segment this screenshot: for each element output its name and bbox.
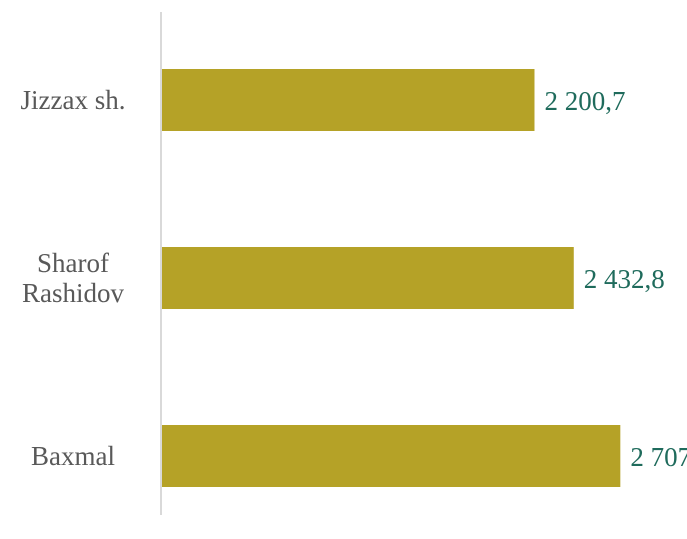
category-label-line: Rashidov: [22, 278, 125, 308]
category-label-2: Baxmal: [31, 441, 115, 471]
category-label-0: Jizzax sh.: [21, 85, 126, 115]
value-label-2: 2 707,8: [630, 442, 687, 472]
category-label-line: Baxmal: [31, 441, 115, 471]
value-label-1: 2 432,8: [584, 264, 665, 294]
bar-1: [162, 247, 574, 309]
bar-0: [162, 69, 535, 131]
value-labels-group: 2 200,7 2 432,8 2 707,8: [544, 86, 687, 472]
category-labels-group: Jizzax sh. Sharof Rashidov Baxmal: [21, 85, 126, 471]
bar-2: [162, 425, 621, 487]
category-label-1: Sharof Rashidov: [22, 248, 125, 308]
value-label-0: 2 200,7: [544, 86, 625, 116]
category-label-line: Jizzax sh.: [21, 85, 126, 115]
bars-group: [162, 69, 621, 487]
category-label-line: Sharof: [37, 248, 109, 278]
